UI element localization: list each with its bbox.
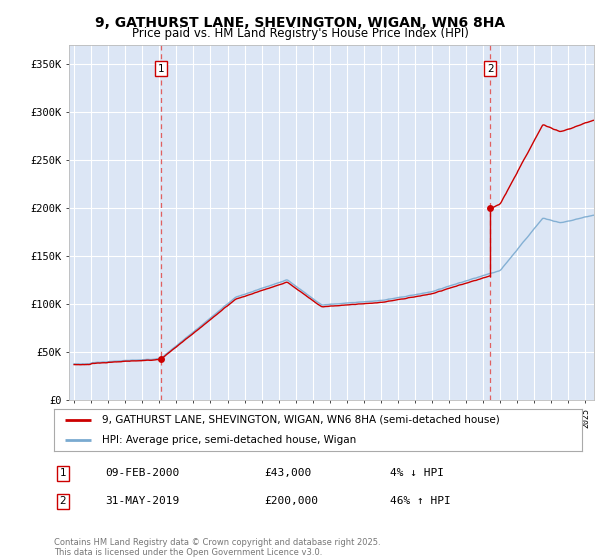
Text: 09-FEB-2000: 09-FEB-2000: [105, 468, 179, 478]
Text: 31-MAY-2019: 31-MAY-2019: [105, 496, 179, 506]
Text: 9, GATHURST LANE, SHEVINGTON, WIGAN, WN6 8HA: 9, GATHURST LANE, SHEVINGTON, WIGAN, WN6…: [95, 16, 505, 30]
Text: 1: 1: [158, 64, 164, 74]
Text: 1: 1: [59, 468, 67, 478]
Text: Contains HM Land Registry data © Crown copyright and database right 2025.
This d: Contains HM Land Registry data © Crown c…: [54, 538, 380, 557]
Text: HPI: Average price, semi-detached house, Wigan: HPI: Average price, semi-detached house,…: [101, 435, 356, 445]
Text: 2: 2: [59, 496, 67, 506]
Text: £43,000: £43,000: [264, 468, 311, 478]
Text: 4% ↓ HPI: 4% ↓ HPI: [390, 468, 444, 478]
Text: Price paid vs. HM Land Registry's House Price Index (HPI): Price paid vs. HM Land Registry's House …: [131, 27, 469, 40]
Text: 2: 2: [487, 64, 494, 74]
Text: £200,000: £200,000: [264, 496, 318, 506]
Text: 9, GATHURST LANE, SHEVINGTON, WIGAN, WN6 8HA (semi-detached house): 9, GATHURST LANE, SHEVINGTON, WIGAN, WN6…: [101, 415, 499, 424]
Text: 46% ↑ HPI: 46% ↑ HPI: [390, 496, 451, 506]
